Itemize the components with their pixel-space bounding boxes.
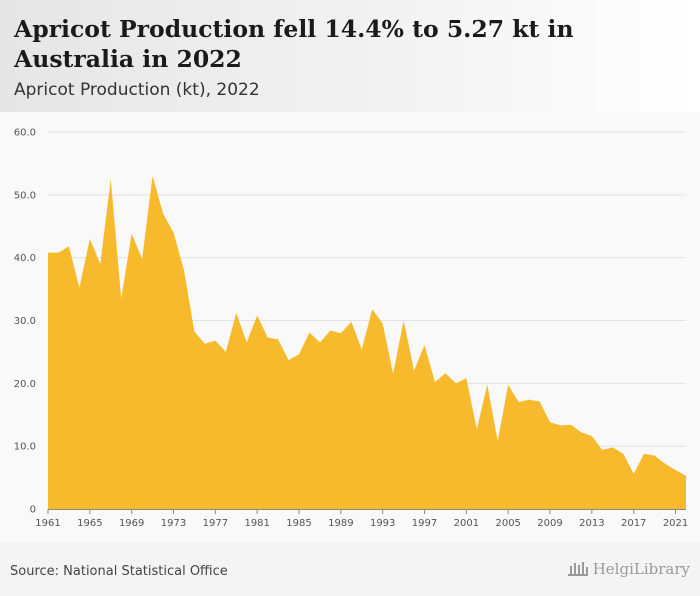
x-tick-label: 1969 (119, 518, 144, 529)
x-tick-label: 1965 (77, 518, 102, 529)
x-tick-label: 1989 (328, 518, 353, 529)
x-tick-label: 2021 (663, 518, 688, 529)
y-tick-label: 50.0 (14, 190, 36, 201)
x-tick-label: 1993 (370, 518, 395, 529)
area-chart: 0 10.0 20.0 30.0 40.0 50.0 60.0 1961 1965 1969 197… (14, 128, 689, 530)
x-tick-label: 1973 (161, 518, 186, 529)
plot-area: 0 10.0 20.0 30.0 40.0 50.0 60.0 1961 1965 1969 197… (0, 112, 700, 542)
x-tick-label: 2009 (537, 518, 562, 529)
production-area-series (48, 175, 686, 510)
x-tick-label: 2013 (579, 518, 604, 529)
y-tick-label: 60.0 (14, 128, 36, 139)
source-note: Source: National Statistical Office (10, 564, 228, 579)
logo-text: HelgiLibrary (592, 560, 690, 578)
x-tick-label: 1997 (412, 518, 437, 529)
chart-title: Apricot Production fell 14.4% to 5.27 kt… (14, 15, 574, 73)
footer: Source: National Statistical Office Helg… (0, 548, 700, 596)
y-tick-label: 30.0 (14, 316, 36, 327)
y-tick-label: 20.0 (14, 379, 36, 390)
chart-header: Apricot Production fell 14.4% to 5.27 kt… (0, 0, 700, 112)
x-tick-label: 1981 (244, 518, 269, 529)
x-tick-label: 1961 (35, 518, 60, 529)
library-building-icon (567, 562, 588, 576)
x-tick-label: 2001 (454, 518, 479, 529)
y-tick-label: 0 (30, 505, 36, 516)
chart-subtitle: Apricot Production (kt), 2022 (14, 80, 260, 100)
y-tick-label: 40.0 (14, 253, 36, 264)
helgi-library-logo: HelgiLibrary (567, 560, 690, 578)
x-tick-label: 1985 (286, 518, 311, 529)
x-tick-label: 1977 (203, 518, 228, 529)
y-tick-label: 10.0 (14, 442, 36, 453)
x-tick-label: 2017 (621, 518, 646, 529)
x-tick-label: 2005 (495, 518, 520, 529)
